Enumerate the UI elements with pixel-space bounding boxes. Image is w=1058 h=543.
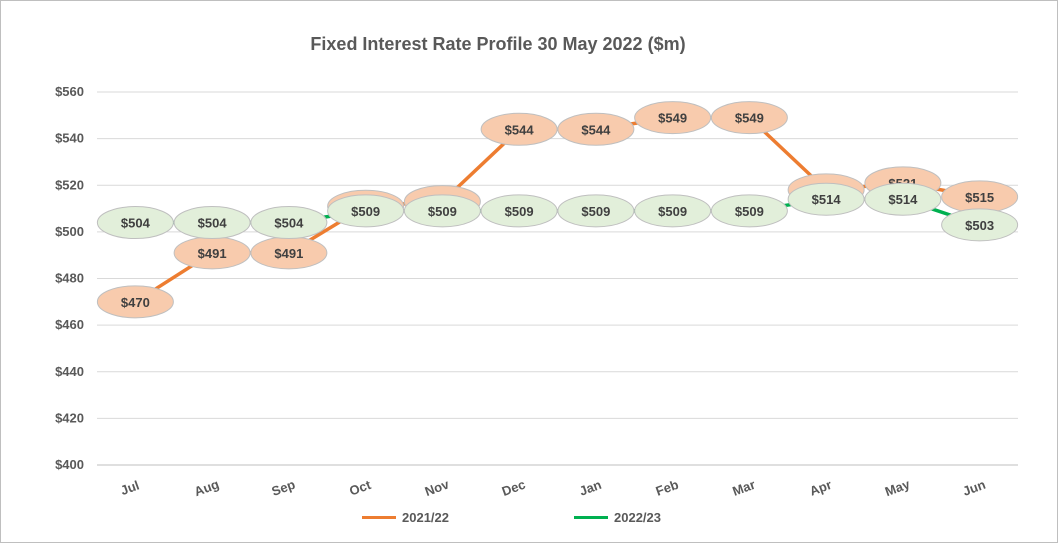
data-label: $504	[121, 216, 151, 231]
x-tick-label: Oct	[347, 477, 373, 499]
x-tick-label: Aug	[192, 476, 221, 499]
data-label-bubble	[864, 182, 942, 216]
data-label: $514	[812, 192, 842, 207]
data-label-bubble	[96, 206, 174, 240]
legend-item-2021-22: 2021/22	[362, 510, 449, 525]
y-tick-label: $460	[55, 317, 84, 332]
x-tick-label: Dec	[500, 477, 528, 499]
data-label: $549	[735, 111, 764, 126]
data-label-bubble	[634, 194, 712, 228]
data-label-bubble	[96, 285, 174, 319]
data-label-bubble	[403, 194, 481, 228]
legend-swatch-2022-23	[574, 516, 608, 519]
data-label-bubble	[634, 101, 712, 135]
data-labels: $470$491$491$511$513$544$544$549$549$518…	[96, 101, 1019, 319]
data-label: $509	[428, 204, 457, 219]
data-label: $509	[658, 204, 687, 219]
x-tick-label: Mar	[730, 477, 757, 499]
data-label: $509	[735, 204, 764, 219]
data-label: $509	[505, 204, 534, 219]
data-label-bubble	[250, 206, 328, 240]
data-label: $509	[581, 204, 610, 219]
data-label-bubble	[787, 182, 865, 216]
y-tick-label: $500	[55, 224, 84, 239]
chart-title: Fixed Interest Rate Profile 30 May 2022 …	[310, 34, 686, 54]
x-tick-label: Sep	[270, 477, 298, 499]
data-label-bubble	[557, 194, 635, 228]
data-label-bubble	[710, 101, 788, 135]
data-label: $491	[274, 246, 303, 261]
legend-item-2022-23: 2022/23	[574, 510, 661, 525]
x-tick-label: Nov	[423, 476, 452, 499]
data-label-bubble	[480, 194, 558, 228]
data-label: $514	[888, 192, 918, 207]
data-label: $549	[658, 111, 687, 126]
x-tick-label: Feb	[654, 477, 681, 499]
x-tick-label: Apr	[808, 477, 834, 499]
data-label: $515	[965, 190, 994, 205]
x-tick-label: Jun	[961, 477, 988, 499]
data-label: $491	[198, 246, 227, 261]
y-tick-label: $540	[55, 131, 84, 146]
x-tick-label: May	[883, 476, 913, 499]
y-tick-label: $420	[55, 410, 84, 425]
data-label-bubble	[941, 208, 1019, 242]
data-label-bubble	[327, 194, 405, 228]
data-label-bubble	[557, 112, 635, 146]
x-axis-ticks: Jul Aug Sep Oct Nov Dec Jan Feb Mar Apr May Jun	[118, 476, 987, 499]
y-tick-label: $440	[55, 364, 84, 379]
data-label: $503	[965, 218, 994, 233]
data-label: $504	[274, 216, 304, 231]
y-tick-label: $480	[55, 271, 84, 286]
legend-swatch-2021-22	[362, 516, 396, 519]
legend: 2021/22 2022/23	[0, 510, 1058, 532]
data-label-bubble	[173, 206, 251, 240]
x-tick-label: Jan	[577, 477, 603, 499]
y-tick-label: $400	[55, 457, 84, 472]
data-label: $509	[351, 204, 380, 219]
y-axis-ticks: $400 $420 $440 $460 $480 $500 $520 $540 $560	[55, 84, 84, 472]
data-label-bubble	[480, 112, 558, 146]
legend-label-2021-22: 2021/22	[402, 510, 449, 525]
data-label-bubble	[710, 194, 788, 228]
y-tick-label: $520	[55, 177, 84, 192]
y-tick-label: $560	[55, 84, 84, 99]
data-label: $544	[581, 122, 611, 137]
x-tick-label: Jul	[118, 478, 141, 499]
data-label: $504	[198, 216, 228, 231]
legend-label-2022-23: 2022/23	[614, 510, 661, 525]
data-label: $544	[505, 122, 535, 137]
gridlines	[97, 91, 1018, 466]
data-label: $470	[121, 295, 150, 310]
